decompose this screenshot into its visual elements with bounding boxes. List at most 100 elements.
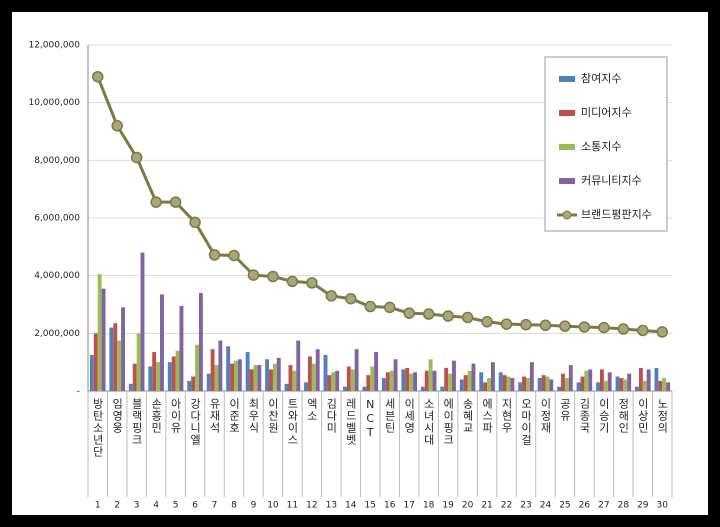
legend-swatch [559,110,575,116]
bar [389,370,394,391]
bar [635,386,639,391]
bar [167,362,172,391]
x-tick-label: 지현우 [500,398,513,434]
bar [537,378,542,391]
line-marker [228,249,240,262]
x-tick-label: 공유 [558,398,571,422]
x-tick-label: 강다니엘 [189,398,202,446]
bar [156,362,161,391]
bar [269,369,273,391]
bar [198,292,203,391]
line-marker [481,316,493,328]
x-tick-number: 29 [637,501,649,511]
line-marker [442,310,454,322]
line-marker [208,249,221,261]
line-marker [286,275,299,288]
bar [615,376,620,391]
bar [307,356,312,391]
y-tick-label: 4,000,000 [34,271,80,281]
x-tick-label: 엑소 [305,398,318,422]
legend-swatch [559,178,575,184]
x-tick-number: 21 [481,501,492,511]
x-tick-label: 이상민 [636,398,649,434]
bar [237,359,242,391]
x-tick-label: 노정의 [656,398,669,434]
line-marker [656,326,669,338]
x-tick-number: 30 [657,501,669,511]
bar [405,367,410,391]
bar [654,367,659,391]
bar [214,365,219,391]
bar [315,349,320,391]
legend-label: 커뮤니티지수 [581,174,642,187]
bar [545,376,550,391]
bar [276,357,281,391]
line-marker [520,318,532,331]
line-marker [345,292,357,305]
bar [424,370,429,391]
x-tick-label: 소녀시대 [422,398,435,446]
bar [362,386,367,391]
bar [160,294,164,391]
bar [588,369,593,391]
y-tick-label: 10,000,000 [28,98,80,108]
x-tick-label: 에이핑크 [442,398,455,446]
bar [483,382,488,391]
line-marker [383,301,396,314]
line-marker [461,311,474,324]
line-marker [422,308,435,320]
line-marker [130,151,143,164]
bar [175,350,180,391]
x-tick-number: 22 [501,501,512,511]
bar [448,373,453,391]
legend-swatch [562,210,572,220]
bar [374,352,379,391]
x-tick-label: 김다미 [325,398,338,434]
bar [121,307,125,391]
bar [487,378,491,391]
bar [249,369,254,391]
x-tick-label: 유재석 [208,398,221,434]
bar [599,369,604,391]
line-marker [617,323,630,335]
bar [128,383,133,391]
bar [187,380,192,391]
bar [191,376,196,391]
line-marker [325,290,338,302]
bar [428,359,433,391]
legend-label: 소통지수 [581,140,621,153]
bar [136,333,141,391]
x-tick-number: 5 [173,501,179,511]
bar [117,340,122,391]
bar [471,363,476,391]
bar [479,372,484,391]
x-tick-number: 6 [192,501,198,511]
bar [284,383,289,391]
bar [522,376,526,391]
x-tick-number: 28 [618,501,630,511]
bar [152,352,157,391]
bar [346,366,351,391]
bar [195,344,199,391]
x-tick-number: 10 [267,501,279,511]
bar [350,369,355,391]
bar [230,363,234,391]
bar [619,378,624,391]
bar [420,386,425,391]
bar [646,369,651,391]
bar [432,370,437,391]
bar [502,375,507,391]
bar [627,373,632,391]
x-tick-number: 12 [306,501,317,511]
bar [529,362,534,391]
line-marker [189,216,201,229]
bar [245,352,250,391]
x-tick-number: 26 [579,501,591,511]
y-tick-label: 8,000,000 [34,156,80,166]
y-tick-label: 12,000,000 [28,41,80,51]
x-tick-label: 에스파 [481,398,494,434]
bar [607,372,612,391]
bar [603,380,608,391]
bar [179,305,184,391]
